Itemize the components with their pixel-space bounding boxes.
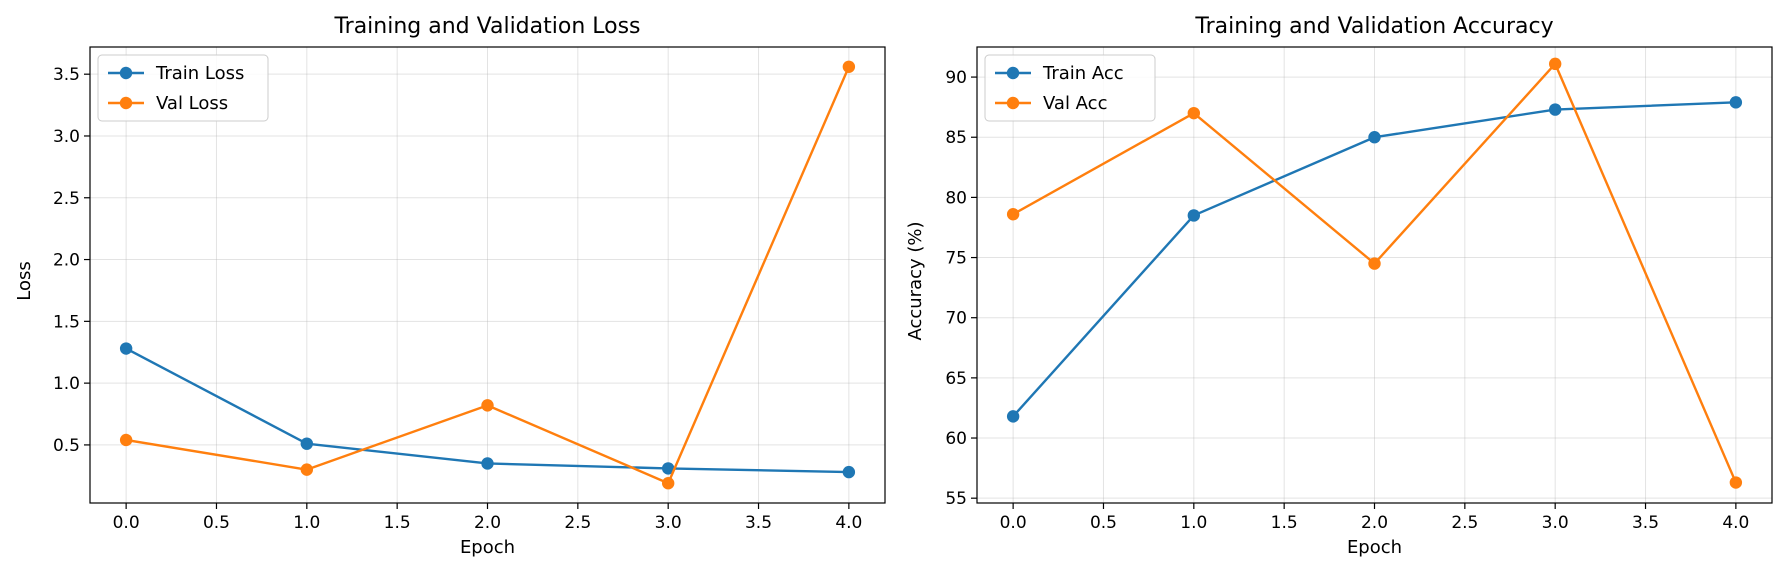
loss-data-point xyxy=(661,477,675,490)
accuracy-y-tick-label: 75 xyxy=(945,249,967,269)
accuracy-data-point xyxy=(1729,96,1743,109)
accuracy-legend-box xyxy=(984,54,1156,122)
accuracy-x-tick-label: 2.5 xyxy=(1451,513,1478,533)
loss-y-tick-label: 0.5 xyxy=(53,436,80,456)
accuracy-chart-title: Training and Validation Accuracy xyxy=(1194,14,1553,39)
accuracy-legend-swatch-marker xyxy=(1006,96,1020,110)
loss-chart-title: Training and Validation Loss xyxy=(333,14,640,39)
accuracy-x-tick-label: 0.5 xyxy=(1090,513,1117,533)
accuracy-y-axis-label: Accuracy (%) xyxy=(905,221,926,340)
loss-data-point xyxy=(300,463,314,476)
loss-x-tick-label: 0.0 xyxy=(113,513,140,533)
loss-data-point xyxy=(119,342,133,355)
loss-legend-swatch-marker xyxy=(119,66,133,80)
accuracy-data-point xyxy=(1006,208,1020,221)
accuracy-y-tick-label: 65 xyxy=(945,369,967,389)
loss-y-tick-label: 1.0 xyxy=(53,374,80,394)
accuracy-legend-label: Train Acc xyxy=(1042,63,1124,84)
accuracy-data-point xyxy=(1368,257,1381,270)
accuracy-x-tick-label: 3.5 xyxy=(1632,513,1659,533)
loss-x-tick-label: 1.0 xyxy=(293,513,320,533)
loss-y-tick-label: 3.5 xyxy=(53,65,80,85)
accuracy-legend-label: Val Acc xyxy=(1043,93,1107,114)
loss-y-tick-label: 1.5 xyxy=(53,312,80,332)
loss-x-axis-label: Epoch xyxy=(460,537,515,558)
loss-x-tick-label: 0.5 xyxy=(203,513,230,533)
accuracy-y-tick-label: 70 xyxy=(945,309,967,329)
accuracy-x-tick-label: 1.0 xyxy=(1180,513,1207,533)
loss-legend-label: Val Loss xyxy=(156,93,228,114)
accuracy-data-point xyxy=(1548,57,1562,71)
loss-legend-swatch-marker xyxy=(119,96,133,110)
accuracy-y-tick-label: 80 xyxy=(945,188,967,208)
loss-y-axis-label: Loss xyxy=(14,261,35,300)
accuracy-y-tick-label: 55 xyxy=(945,489,967,509)
loss-x-tick-label: 3.5 xyxy=(745,513,772,533)
accuracy-legend: Train Acc Val Acc xyxy=(984,54,1156,122)
accuracy-x-axis-label: Epoch xyxy=(1347,537,1402,558)
accuracy-x-tick-label: 3.0 xyxy=(1542,513,1569,533)
loss-x-tick-label: 4.0 xyxy=(835,513,862,533)
accuracy-y-tick-label: 90 xyxy=(945,68,967,88)
accuracy-legend-swatch-marker xyxy=(1006,66,1020,80)
loss-data-point xyxy=(119,433,133,447)
loss-y-tick-label: 2.5 xyxy=(53,189,80,209)
loss-x-tick-label: 1.5 xyxy=(384,513,411,533)
loss-chart: 0.0 0.5 1.0 1.5 2.0 2.5 3.0 3.5 4.0 0.5 1.0 1.5 2.0 2… xyxy=(14,14,886,558)
accuracy-data-point xyxy=(1006,410,1020,423)
loss-legend: Train Loss Val Loss xyxy=(97,54,269,122)
loss-data-point xyxy=(842,60,856,73)
accuracy-x-tick-label: 4.0 xyxy=(1722,513,1749,533)
loss-data-point xyxy=(481,457,494,470)
loss-data-point xyxy=(481,399,494,412)
accuracy-x-tick-label: 0.0 xyxy=(1000,513,1027,533)
accuracy-y-tick-label: 85 xyxy=(945,128,967,148)
loss-y-tick-label: 3.0 xyxy=(53,127,80,147)
loss-y-tick-label: 2.0 xyxy=(53,251,80,271)
loss-data-point xyxy=(842,465,856,479)
loss-data-point xyxy=(300,437,314,450)
accuracy-data-point xyxy=(1187,106,1201,120)
accuracy-data-point xyxy=(1187,209,1201,222)
loss-x-tick-label: 2.5 xyxy=(564,513,591,533)
loss-x-tick-label: 3.0 xyxy=(655,513,682,533)
loss-x-tick-label: 2.0 xyxy=(474,513,501,533)
loss-data-point xyxy=(661,462,675,475)
loss-legend-box xyxy=(97,54,269,122)
accuracy-x-tick-label: 1.5 xyxy=(1271,513,1298,533)
accuracy-x-tick-label: 2.0 xyxy=(1361,513,1388,533)
accuracy-y-tick-label: 60 xyxy=(945,429,967,449)
accuracy-data-point xyxy=(1368,131,1381,144)
accuracy-chart: 0.0 0.5 1.0 1.5 2.0 2.5 3.0 3.5 4.0 55 60 65 70 75 80 8… xyxy=(905,14,1773,558)
accuracy-data-point xyxy=(1548,103,1562,116)
loss-legend-label: Train Loss xyxy=(155,63,244,84)
accuracy-data-point xyxy=(1729,476,1743,489)
